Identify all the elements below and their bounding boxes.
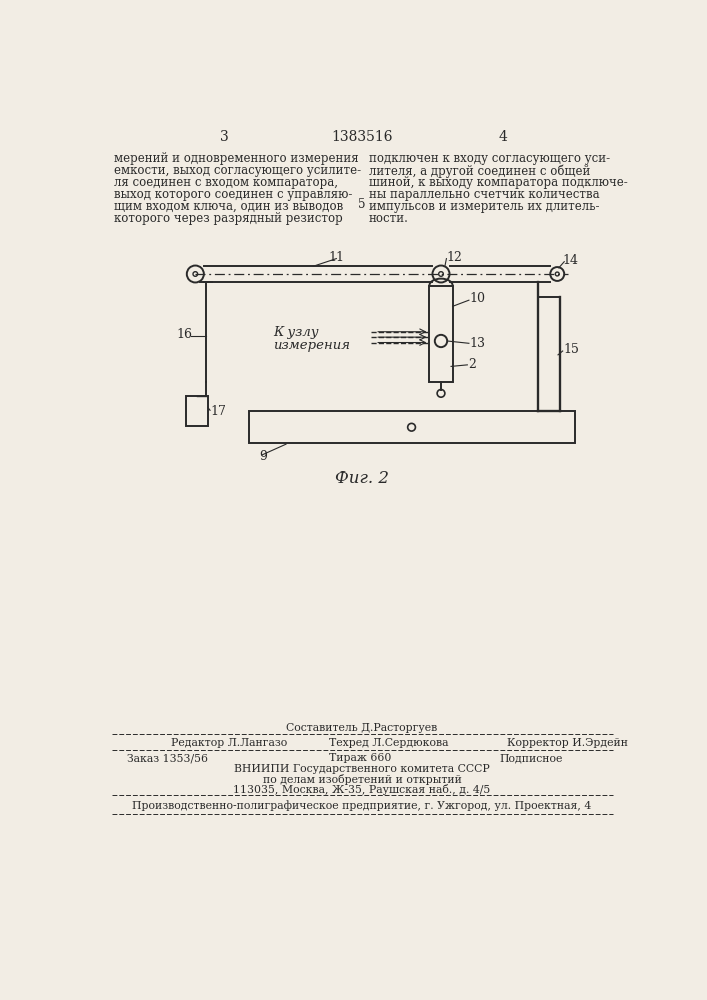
Text: Редактор Л.Лангазо: Редактор Л.Лангазо xyxy=(171,738,288,748)
Text: 2: 2 xyxy=(468,358,476,371)
Text: 13: 13 xyxy=(469,337,486,350)
Text: 3: 3 xyxy=(220,130,228,144)
Text: импульсов и измеритель их длитель-: импульсов и измеритель их длитель- xyxy=(369,200,600,213)
Text: подключен к входу согласующего уси-: подключен к входу согласующего уси- xyxy=(369,152,610,165)
Text: емкости, выход согласующего усилите-: емкости, выход согласующего усилите- xyxy=(114,164,361,177)
Text: 5: 5 xyxy=(358,198,366,211)
Text: 113035, Москва, Ж-35, Раушская наб., д. 4/5: 113035, Москва, Ж-35, Раушская наб., д. … xyxy=(233,784,491,795)
Text: 15: 15 xyxy=(563,343,579,356)
Text: Составитель Д.Расторгуев: Составитель Д.Расторгуев xyxy=(286,723,438,733)
Text: ВНИИПИ Государственного комитета СССР: ВНИИПИ Государственного комитета СССР xyxy=(234,764,490,774)
Text: которого через разрядный резистор: которого через разрядный резистор xyxy=(114,212,343,225)
Text: 12: 12 xyxy=(446,251,462,264)
Text: Подписное: Подписное xyxy=(499,753,563,763)
Text: Фиг. 2: Фиг. 2 xyxy=(335,470,389,487)
Text: выход которого соединен с управляю-: выход которого соединен с управляю- xyxy=(114,188,352,201)
Text: 4: 4 xyxy=(498,130,508,144)
Text: шиной, к выходу компаратора подключе-: шиной, к выходу компаратора подключе- xyxy=(369,176,628,189)
Text: Корректор И.Эрдейн: Корректор И.Эрдейн xyxy=(507,738,628,748)
Text: по делам изобретений и открытий: по делам изобретений и открытий xyxy=(262,774,462,785)
Text: 17: 17 xyxy=(211,405,227,418)
Text: ности.: ности. xyxy=(369,212,409,225)
Text: Производственно-полиграфическое предприятие, г. Ужгород, ул. Проектная, 4: Производственно-полиграфическое предприя… xyxy=(132,800,592,811)
Text: К узлу: К узлу xyxy=(273,326,318,339)
Text: мерений и одновременного измерения: мерений и одновременного измерения xyxy=(114,152,358,165)
Text: ля соединен с входом компаратора,: ля соединен с входом компаратора, xyxy=(114,176,338,189)
Text: 16: 16 xyxy=(177,328,193,341)
Bar xyxy=(429,286,452,382)
Text: 11: 11 xyxy=(328,251,344,264)
Text: Тираж 660: Тираж 660 xyxy=(329,753,391,763)
Text: 1383516: 1383516 xyxy=(331,130,392,144)
Text: Заказ 1353/56: Заказ 1353/56 xyxy=(127,753,208,763)
Text: 10: 10 xyxy=(469,292,486,305)
Text: щим входом ключа, один из выводов: щим входом ключа, один из выводов xyxy=(114,200,343,213)
Text: лителя, а другой соединен с общей: лителя, а другой соединен с общей xyxy=(369,164,590,178)
Text: измерения: измерения xyxy=(273,339,350,352)
Bar xyxy=(186,396,208,426)
Text: 9: 9 xyxy=(259,450,267,463)
Bar xyxy=(249,411,575,443)
Text: ны параллельно счетчик количества: ны параллельно счетчик количества xyxy=(369,188,600,201)
Text: 14: 14 xyxy=(563,254,578,267)
Text: Техред Л.Сердюкова: Техред Л.Сердюкова xyxy=(329,738,448,748)
